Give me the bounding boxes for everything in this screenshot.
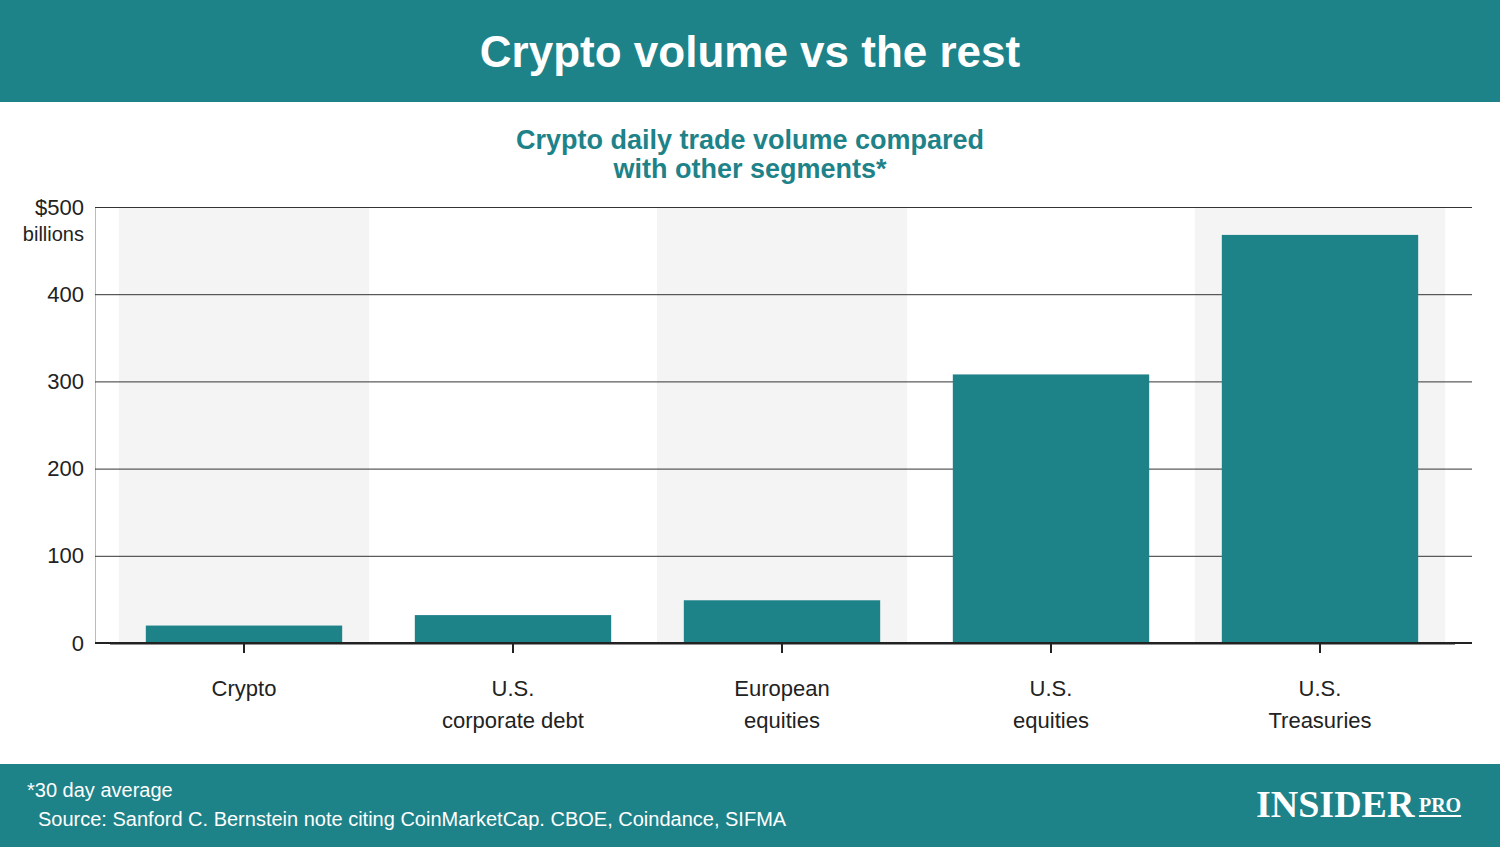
y-tick: $500 — [35, 195, 1472, 220]
tspan: European — [734, 676, 829, 701]
y-tick-label: 300 — [47, 369, 84, 394]
tspan: equities — [744, 708, 820, 733]
x-tick-label: European equities — [734, 676, 829, 733]
x-tick: U.S. Treasuries — [1268, 643, 1371, 733]
x-tick-label: Crypto — [212, 676, 277, 701]
column-band — [1195, 207, 1445, 643]
bar — [415, 615, 611, 643]
tspan: U.S. — [1030, 676, 1073, 701]
brand-tag: PRO — [1419, 794, 1461, 816]
header-band — [0, 0, 1500, 102]
footer-band — [0, 764, 1500, 847]
footnote: *30 day average — [27, 779, 173, 801]
x-tick: Crypto — [212, 643, 277, 701]
tspan: Treasuries — [1268, 708, 1371, 733]
grid-line — [95, 207, 1472, 208]
subtitle: Crypto daily trade volume comparedwith o… — [516, 125, 984, 184]
tick-mark — [1050, 643, 1052, 653]
tspan: Crypto daily trade volume compared — [516, 125, 984, 155]
y-tick-label: 0 — [72, 631, 84, 656]
x-tick: European equities — [734, 643, 829, 733]
grid-line — [95, 643, 1472, 644]
bar — [1222, 235, 1418, 643]
tspan: U.S. — [1299, 676, 1342, 701]
y-tick-label: 400 — [47, 282, 84, 307]
y-tick-label: 100 — [47, 543, 84, 568]
tspan: Crypto — [212, 676, 277, 701]
y-unit-label: billions — [23, 223, 84, 245]
x-tick-label: U.S. equities — [1013, 676, 1089, 733]
tspan: corporate debt — [442, 708, 584, 733]
chart: Crypto volume vs the rest Crypto daily tr… — [0, 0, 1500, 847]
x-tick: U.S. corporate debt — [442, 643, 584, 733]
y-axis: 0 100 200 300 400 $500 — [35, 195, 1472, 656]
bars — [146, 235, 1418, 643]
title: Crypto volume vs the rest — [480, 27, 1021, 76]
tick-mark — [1319, 643, 1321, 653]
x-tick: U.S. equities — [1013, 643, 1089, 733]
x-tick-label: U.S. Treasuries — [1268, 676, 1371, 733]
bar — [953, 374, 1149, 643]
tspan: U.S. — [492, 676, 535, 701]
y-tick-label: 200 — [47, 456, 84, 481]
column-band — [119, 207, 369, 643]
bar — [684, 600, 880, 643]
bar — [146, 626, 342, 643]
tick-mark — [243, 643, 245, 653]
brand: INSIDER — [1256, 783, 1415, 825]
baseline — [95, 642, 1472, 644]
x-axis: Crypto U.S. corporate debt European equities… — [110, 643, 1455, 733]
tick-mark — [512, 643, 514, 653]
column-bands — [119, 207, 1445, 643]
brand-underline — [1419, 815, 1461, 817]
column-band — [657, 207, 907, 643]
y-axis-line — [95, 208, 96, 644]
x-tick-label: U.S. corporate debt — [442, 676, 584, 733]
y-tick-label: $500 — [35, 195, 84, 220]
tick-mark — [781, 643, 783, 653]
source: Source: Sanford C. Bernstein note citing… — [38, 808, 787, 830]
tspan: equities — [1013, 708, 1089, 733]
tspan: with other segments* — [612, 154, 887, 184]
